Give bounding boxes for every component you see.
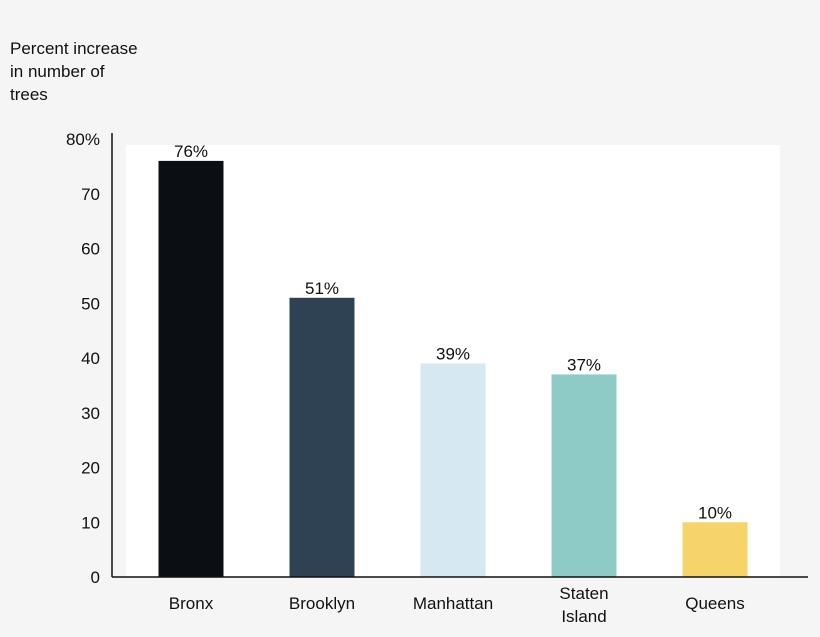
y-tick-label: 80%: [66, 130, 100, 149]
y-axis-title: Percent increase in number of trees: [10, 39, 138, 104]
x-category-label: Staten: [559, 584, 608, 603]
y-tick-label: 70: [81, 185, 100, 204]
y-axis-title-line: in number of: [10, 62, 105, 81]
bar-manhattan: [420, 363, 486, 577]
y-axis-title-line: Percent increase: [10, 39, 138, 58]
x-category-label: Brooklyn: [289, 594, 355, 613]
x-category-label: Manhattan: [413, 594, 493, 613]
bar-queens: [682, 522, 748, 577]
y-tick-label: 10: [81, 513, 100, 532]
data-label: 51%: [305, 279, 339, 298]
data-label: 10%: [698, 503, 732, 522]
y-axis-ticks: 0 10 20 30 40 50 60 70 80%: [66, 130, 100, 587]
y-tick-label: 40: [81, 349, 100, 368]
y-tick-label: 0: [91, 568, 100, 587]
x-category-label: Bronx: [169, 594, 214, 613]
x-axis-labels: Bronx Brooklyn Manhattan Staten Island Queens: [169, 584, 745, 626]
y-tick-label: 30: [81, 404, 100, 423]
y-axis-title-line: trees: [10, 85, 48, 104]
data-label: 76%: [174, 142, 208, 161]
data-label: 39%: [436, 344, 470, 363]
bar-brooklyn: [289, 297, 355, 577]
data-label: 37%: [567, 355, 601, 374]
y-tick-label: 50: [81, 294, 100, 313]
bar-staten-island: [551, 374, 617, 577]
y-tick-label: 20: [81, 459, 100, 478]
x-category-label: Queens: [685, 594, 745, 613]
data-labels: 76% 51% 39% 37% 10%: [174, 142, 732, 522]
x-category-label: Island: [561, 607, 606, 626]
y-tick-label: 60: [81, 240, 100, 259]
bars: [158, 160, 748, 577]
bar-bronx: [158, 160, 224, 577]
